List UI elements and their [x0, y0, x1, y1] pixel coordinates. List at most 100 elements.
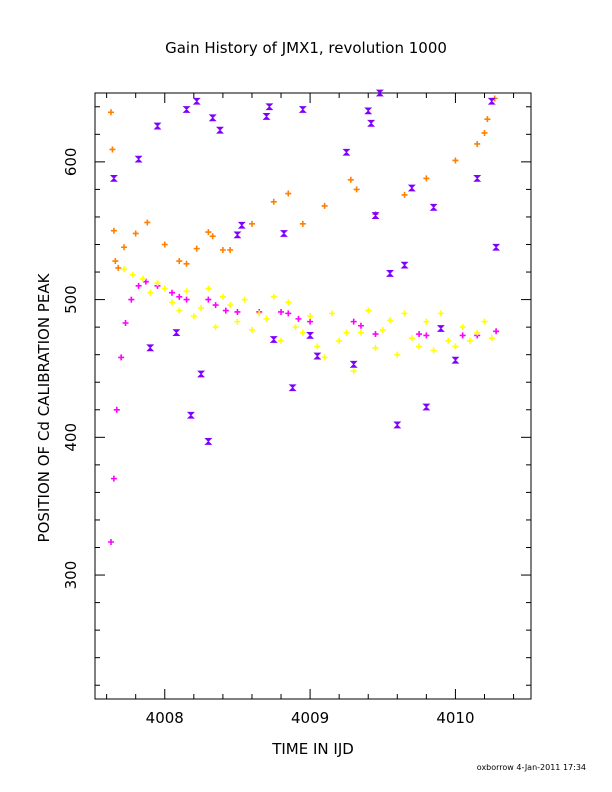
data-point [237, 221, 246, 229]
data-point [222, 307, 229, 314]
data-point [314, 343, 321, 350]
data-point [372, 331, 379, 338]
data-point [176, 293, 183, 300]
data-point [353, 186, 360, 193]
data-point [423, 318, 430, 325]
data-point [336, 337, 343, 344]
data-point [205, 296, 212, 303]
y-tick-label: 400 [62, 423, 80, 452]
data-point [407, 184, 416, 192]
data-point [401, 191, 408, 198]
data-point [423, 332, 430, 339]
data-point [278, 337, 285, 344]
data-point [474, 329, 481, 336]
data-point [306, 332, 315, 339]
data-point [429, 203, 438, 211]
data-point [153, 122, 162, 130]
data-point [107, 538, 114, 545]
data-point [128, 296, 135, 303]
data-point [350, 368, 357, 375]
data-point [481, 318, 488, 325]
data-point [115, 264, 122, 271]
data-point [182, 106, 191, 113]
data-point [349, 360, 358, 368]
data-point [209, 233, 216, 240]
data-point [233, 231, 242, 239]
data-point [205, 285, 212, 292]
data-point [459, 324, 466, 331]
data-point [262, 113, 271, 120]
data-point [227, 302, 234, 309]
data-point [212, 302, 219, 309]
data-point [183, 288, 190, 295]
data-point [487, 97, 496, 105]
data-point [379, 326, 386, 333]
data-point [122, 320, 129, 327]
data-point [197, 370, 206, 378]
data-point [481, 129, 488, 136]
data-point [347, 176, 354, 183]
data-point [313, 352, 322, 360]
data-point [132, 230, 139, 237]
x-tick-label: 4009 [291, 709, 329, 727]
data-point [279, 230, 288, 237]
data-point [109, 146, 116, 153]
y-axis-label: POSITION OF Cd CALIBRATION PEAK [35, 272, 53, 542]
data-point [342, 148, 351, 156]
data-point [357, 322, 364, 329]
data-point [161, 241, 168, 248]
data-point [372, 344, 379, 351]
data-point [204, 438, 213, 445]
data-point [176, 258, 183, 265]
data-point [113, 406, 120, 413]
data-point [198, 304, 205, 311]
data-point [154, 280, 161, 287]
y-tick-label: 300 [62, 561, 80, 590]
data-point [107, 109, 114, 116]
data-point [144, 219, 151, 226]
data-point [227, 247, 234, 254]
data-point [357, 329, 364, 336]
data-point [270, 293, 277, 300]
data-point [473, 174, 482, 182]
data-point [169, 299, 176, 306]
series-points [109, 89, 501, 445]
data-point [146, 344, 155, 352]
data-point [488, 335, 495, 342]
series-points [107, 95, 498, 271]
data-point [387, 317, 394, 324]
data-point [183, 296, 190, 303]
y-tick-label: 600 [62, 148, 80, 177]
data-point [109, 174, 118, 182]
data-point [375, 89, 384, 97]
data-point [474, 140, 481, 147]
data-point [423, 175, 430, 182]
data-point [248, 326, 255, 333]
data-point [452, 157, 459, 164]
data-point [134, 155, 143, 163]
data-point [445, 337, 452, 344]
data-point [234, 308, 241, 315]
data-point [205, 229, 212, 236]
data-point [321, 202, 328, 209]
x-tick-label: 4010 [436, 709, 474, 727]
data-point [256, 310, 263, 317]
data-point [484, 116, 491, 123]
data-point [451, 356, 460, 364]
data-point [241, 296, 248, 303]
data-point [183, 260, 190, 267]
data-point [328, 310, 335, 317]
data-point [350, 318, 357, 325]
data-point [394, 351, 401, 358]
data-point [263, 315, 270, 322]
data-point [208, 114, 217, 122]
data-point [192, 97, 201, 105]
data-point [285, 299, 292, 306]
data-point [248, 220, 255, 227]
data-point [269, 336, 278, 343]
data-point [129, 271, 136, 278]
data-point [299, 329, 306, 336]
data-point [110, 475, 117, 482]
data-point [386, 270, 394, 277]
